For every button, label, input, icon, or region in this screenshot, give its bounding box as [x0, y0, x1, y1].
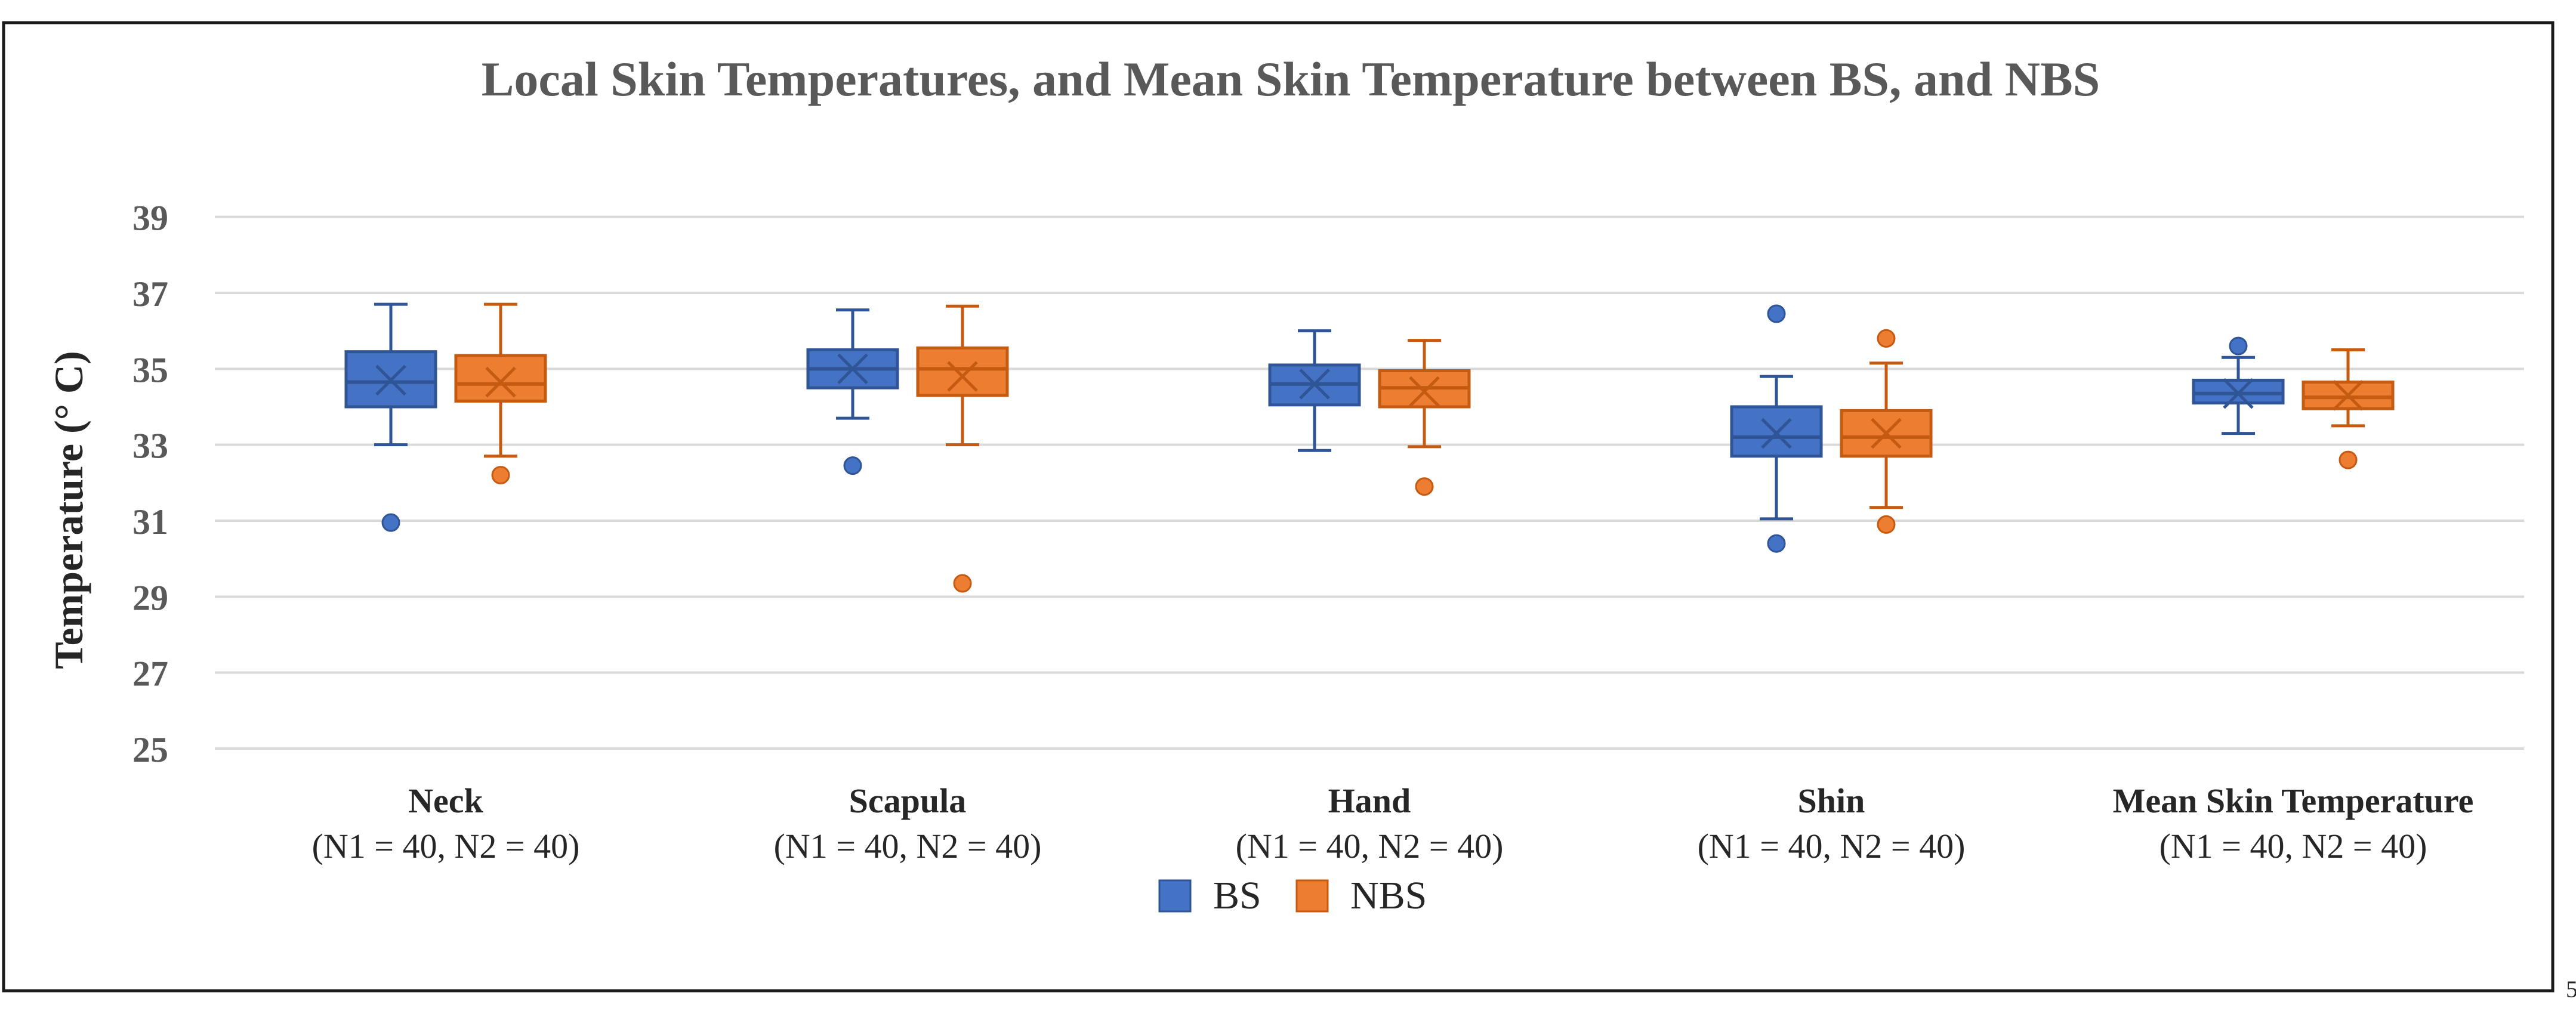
box-iqr	[454, 354, 547, 403]
boxes	[344, 302, 2395, 593]
y-tick-label: 39	[132, 199, 168, 238]
x-axis-categories: Neck (N1 = 40, N2 = 40) Scapula (N1 = 40, N…	[312, 781, 2474, 865]
outlier-point	[2229, 336, 2248, 355]
mean-marker	[1299, 369, 1330, 400]
mean-marker	[375, 364, 406, 396]
category-sublabel: (N1 = 40, N2 = 40)	[2159, 827, 2427, 865]
outlier-point	[1877, 329, 1896, 348]
y-tick-label: 33	[132, 426, 168, 466]
box-nbs-0	[454, 302, 547, 485]
outlier-point	[1767, 534, 1786, 553]
mean-marker	[2333, 380, 2364, 411]
outlier-point	[1767, 304, 1786, 323]
gridlines	[215, 215, 2524, 750]
legend-swatch-bs	[1158, 879, 1192, 913]
box-iqr	[916, 346, 1009, 397]
outlier-point	[953, 574, 972, 593]
outlier-point	[2339, 450, 2358, 469]
legend-label-bs: BS	[1213, 874, 1261, 917]
box-bs-0	[344, 302, 437, 532]
category-sublabel: (N1 = 40, N2 = 40)	[1236, 827, 1504, 865]
outlier-point	[1877, 515, 1896, 534]
box-bs-1	[806, 308, 899, 475]
y-tick-label: 25	[132, 730, 168, 769]
outlier-point	[1415, 477, 1434, 496]
box-nbs-1	[916, 304, 1009, 593]
mean-marker	[947, 361, 978, 392]
mean-marker	[485, 366, 516, 398]
y-tick-label: 37	[132, 274, 168, 314]
mean-marker	[2223, 378, 2254, 409]
category-sublabel: (N1 = 40, N2 = 40)	[1698, 827, 1966, 865]
box-nbs-4	[2302, 348, 2395, 469]
category-label: Shin	[1798, 781, 1865, 820]
mean-marker	[1409, 376, 1440, 407]
box-bs-3	[1730, 304, 1823, 553]
chart-frame	[2, 21, 2555, 993]
box-bs-4	[2192, 336, 2285, 435]
outlier-point	[381, 513, 400, 532]
mean-marker	[1871, 418, 1902, 449]
y-axis-ticks: 25 27 29 31 33 35 37 39	[132, 199, 168, 769]
y-axis-label: Temperature (° C)	[46, 351, 91, 669]
y-tick-label: 35	[132, 350, 168, 389]
category-sublabel: (N1 = 40, N2 = 40)	[774, 827, 1042, 865]
outlier-point	[491, 466, 510, 485]
category-label: Hand	[1328, 781, 1411, 820]
chart-title: Local Skin Temperatures, and Mean Skin T…	[482, 52, 2100, 106]
category-sublabel: (N1 = 40, N2 = 40)	[312, 827, 580, 865]
footer-mark: 5	[2566, 976, 2576, 1003]
legend: BS NBS	[1158, 874, 1427, 917]
category-label: Scapula	[849, 781, 967, 820]
y-tick-label: 27	[132, 654, 168, 694]
box-bs-2	[1268, 329, 1361, 452]
box-nbs-3	[1840, 329, 1933, 534]
category-label: Mean Skin Temperature	[2113, 781, 2474, 820]
outlier-point	[843, 456, 862, 475]
legend-label-nbs: NBS	[1350, 874, 1427, 917]
y-tick-label: 29	[132, 578, 168, 617]
box-nbs-2	[1378, 339, 1471, 496]
mean-marker	[837, 353, 868, 385]
legend-swatch-nbs	[1295, 879, 1329, 913]
y-tick-label: 31	[132, 502, 168, 542]
mean-marker	[1761, 418, 1792, 449]
category-label: Neck	[408, 781, 483, 820]
